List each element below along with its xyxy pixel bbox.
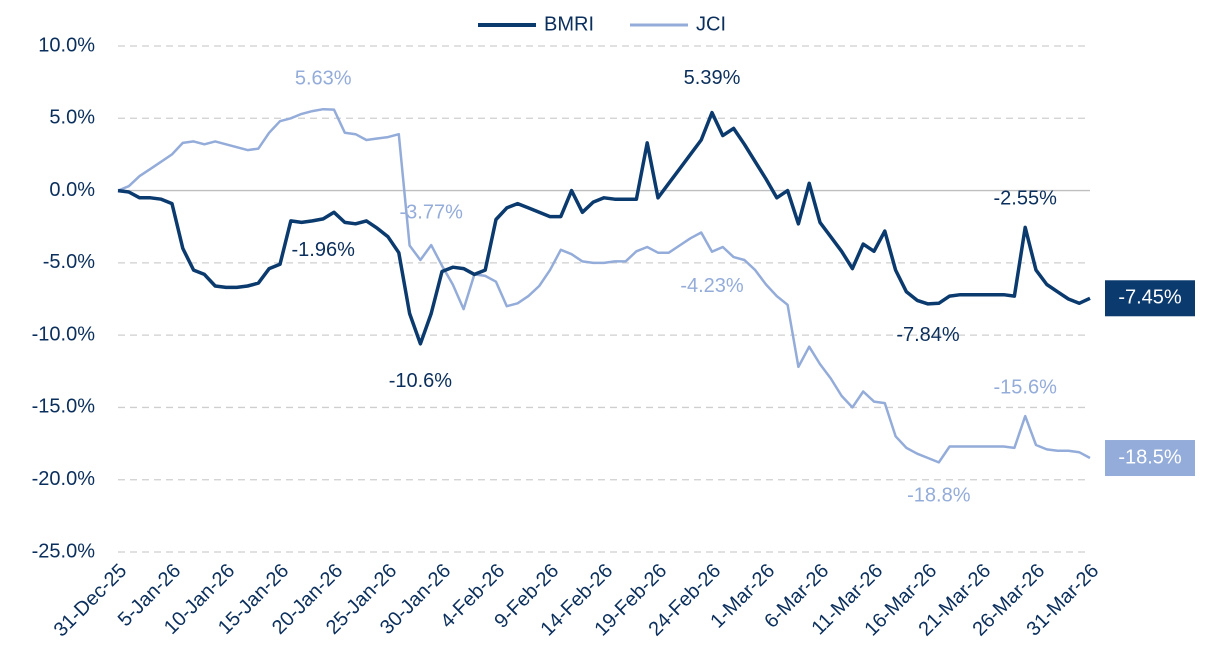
y-tick-label: -15.0% [32, 396, 96, 418]
x-tick-label: 31-Dec-25 [50, 560, 132, 642]
data-label: -10.6% [389, 370, 453, 392]
y-tick-label: -25.0% [32, 540, 96, 562]
y-tick-label: 10.0% [38, 34, 95, 56]
data-label: -1.96% [292, 239, 356, 261]
data-label: -4.23% [680, 275, 744, 297]
end-label-box [1105, 440, 1195, 477]
end-label-box [1105, 280, 1195, 317]
legend-label: JCI [696, 13, 726, 35]
data-label: -18.8% [907, 485, 971, 507]
y-tick-label: 0.0% [49, 179, 95, 201]
line-jci [117, 107, 1091, 464]
data-label: 5.39% [684, 67, 741, 89]
y-tick-label: -5.0% [43, 251, 95, 273]
data-label: -15.6% [994, 376, 1058, 398]
data-label: 5.63% [295, 67, 352, 89]
data-label: -2.55% [994, 188, 1058, 210]
data-label: -3.77% [400, 201, 464, 223]
y-tick-label: -20.0% [32, 468, 96, 490]
end-label: -18.5% [1118, 446, 1182, 468]
end-label: -7.45% [1118, 287, 1182, 309]
legend-label: BMRI [544, 13, 594, 35]
y-tick-label: 5.0% [49, 107, 95, 129]
data-label: -7.84% [896, 324, 960, 346]
line-bmri [117, 110, 1091, 346]
y-tick-label: -10.0% [32, 323, 96, 345]
